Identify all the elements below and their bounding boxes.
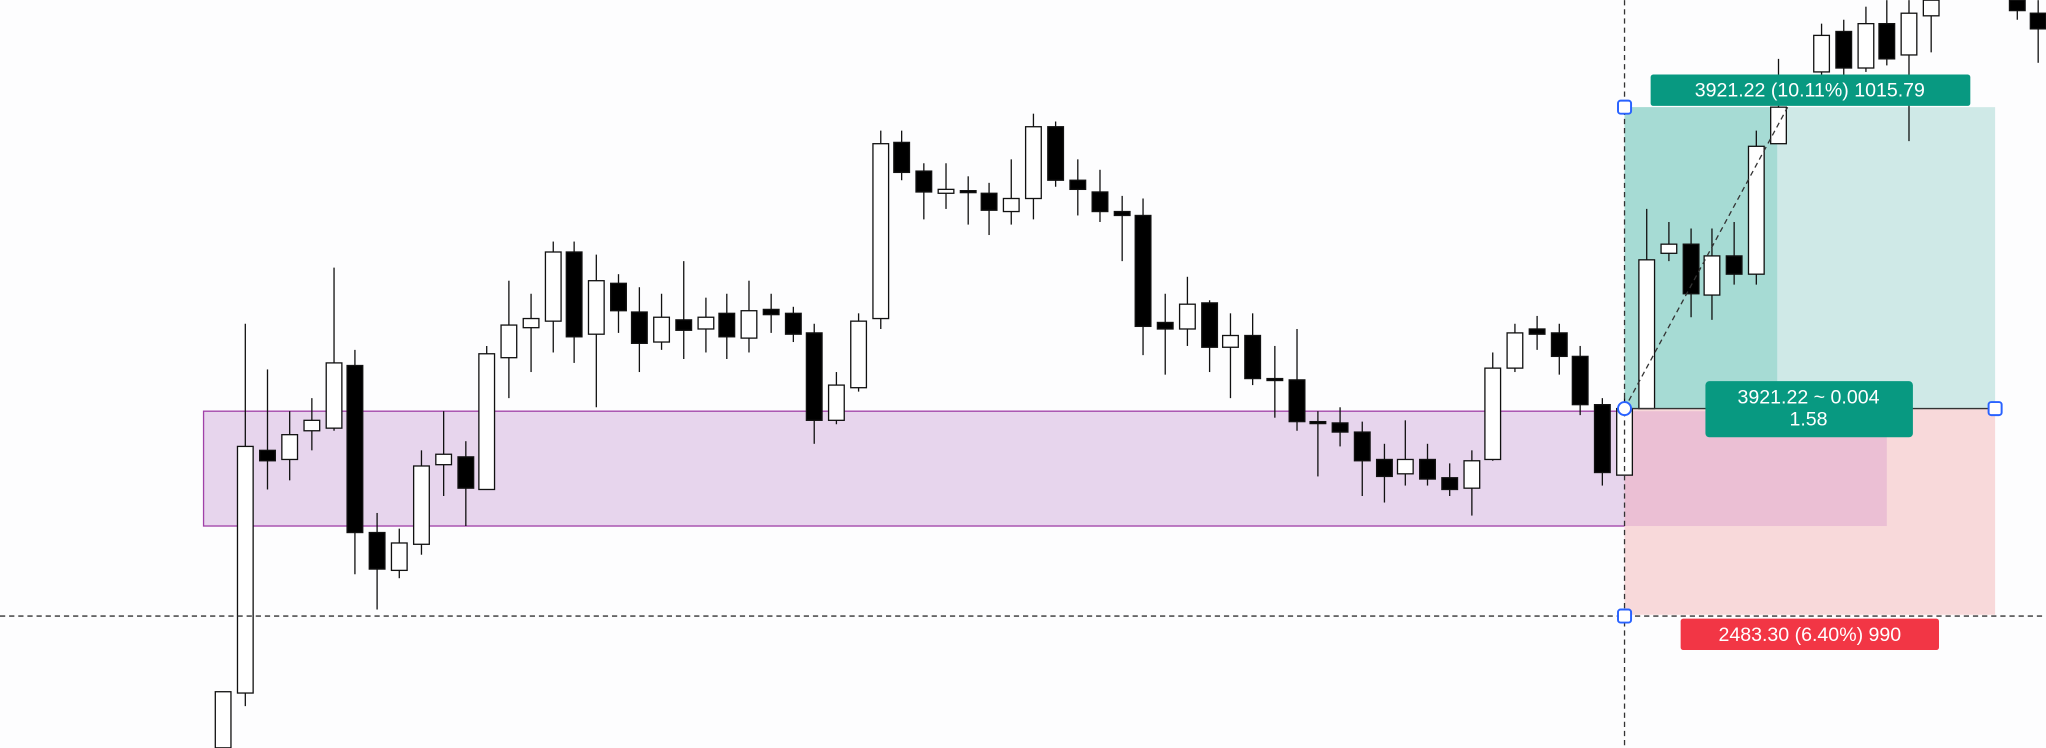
candle-body <box>740 310 758 339</box>
entry-label-box <box>1705 381 1913 438</box>
candle-body <box>653 316 671 343</box>
candle-body <box>1375 458 1393 478</box>
candle-body <box>1550 332 1568 358</box>
candle-body <box>390 542 408 572</box>
candle-body <box>610 282 627 312</box>
candle-body <box>1441 477 1459 491</box>
candle-body <box>2008 0 2026 12</box>
candle-body <box>1331 422 1349 433</box>
candle-body <box>1922 0 1940 17</box>
candle-body <box>1638 259 1656 410</box>
candle-body <box>1091 191 1109 213</box>
trade-path <box>1623 106 1789 409</box>
candle-body <box>478 353 496 491</box>
entry-label: 1.58 <box>1789 408 1827 430</box>
candle-body <box>1484 367 1502 461</box>
candle-body <box>1156 321 1174 330</box>
candle-body <box>784 312 802 335</box>
handle[interactable] <box>1617 99 1633 115</box>
candle-body <box>959 190 977 194</box>
candle-body <box>1747 145 1765 275</box>
candle-body <box>872 143 890 320</box>
candle-body <box>565 251 583 338</box>
candle-body <box>1178 303 1196 330</box>
candle-body <box>630 311 648 344</box>
candle-body <box>303 419 321 432</box>
candle-body <box>544 251 562 322</box>
candle-body <box>937 188 955 194</box>
candle-body <box>435 453 453 466</box>
candle-body <box>850 320 868 389</box>
candle-body <box>522 317 540 329</box>
candle-body <box>2029 12 2046 30</box>
candle-body <box>1725 255 1743 275</box>
candle-body <box>457 456 475 489</box>
candle-body <box>980 192 998 211</box>
candle-body <box>1024 126 1042 200</box>
stop-label-box <box>1680 618 1940 650</box>
handle[interactable] <box>1617 401 1633 417</box>
candle-body <box>675 319 693 331</box>
candle-body <box>1244 334 1262 380</box>
candle-body <box>893 141 911 174</box>
candle-body <box>1002 197 1020 213</box>
candle-body <box>259 449 276 462</box>
candle-body <box>1463 460 1481 489</box>
candle-body <box>1813 34 1831 73</box>
candle-body <box>1221 334 1239 348</box>
candle-body <box>1353 431 1371 462</box>
candle-body <box>762 308 780 316</box>
candle-body <box>1703 255 1721 296</box>
candle-body <box>325 362 343 429</box>
candle-body <box>1288 379 1306 423</box>
candle-body <box>1835 30 1853 69</box>
candle-body <box>1047 126 1065 181</box>
candle-body <box>1528 328 1546 335</box>
candle-body <box>1682 243 1700 295</box>
handle[interactable] <box>1987 401 2003 417</box>
candle-body <box>805 332 823 421</box>
stop-label: 2483.30 (6.40%) 990 <box>1718 624 1901 646</box>
candle-body <box>1571 355 1589 406</box>
candle-body <box>1134 214 1152 328</box>
entry-label: 3921.22 ~ 0.004 <box>1738 386 1880 408</box>
candle-body <box>1113 210 1131 217</box>
candle-body <box>1201 302 1219 348</box>
candle-body <box>1419 458 1436 480</box>
candle-body <box>587 280 605 335</box>
handle[interactable] <box>1617 608 1633 624</box>
candle-body <box>346 364 364 534</box>
candle-body <box>1857 22 1875 69</box>
candle-body <box>718 312 736 338</box>
candle-body <box>368 531 386 570</box>
candle-body <box>1396 458 1414 475</box>
candle-body <box>1069 179 1087 191</box>
candle-body <box>236 445 254 694</box>
candle-body <box>1770 106 1787 145</box>
candle-body <box>1660 243 1678 254</box>
candle-body <box>827 384 845 421</box>
candle-body <box>281 434 299 461</box>
candle-body <box>1878 22 1896 60</box>
candle-body <box>1309 420 1327 425</box>
candle-body <box>915 170 933 193</box>
candle-body <box>1266 377 1284 382</box>
target-label: 3921.22 (10.11%) 1015.79 <box>1695 80 1925 102</box>
candle-body <box>1593 404 1611 474</box>
target-label-box <box>1650 74 1971 106</box>
candle-body <box>1900 12 1918 56</box>
candle-body <box>412 465 430 545</box>
candle-body <box>697 316 715 330</box>
candle-body <box>500 324 518 359</box>
candle-body <box>214 691 232 748</box>
candle-body <box>1506 332 1524 369</box>
